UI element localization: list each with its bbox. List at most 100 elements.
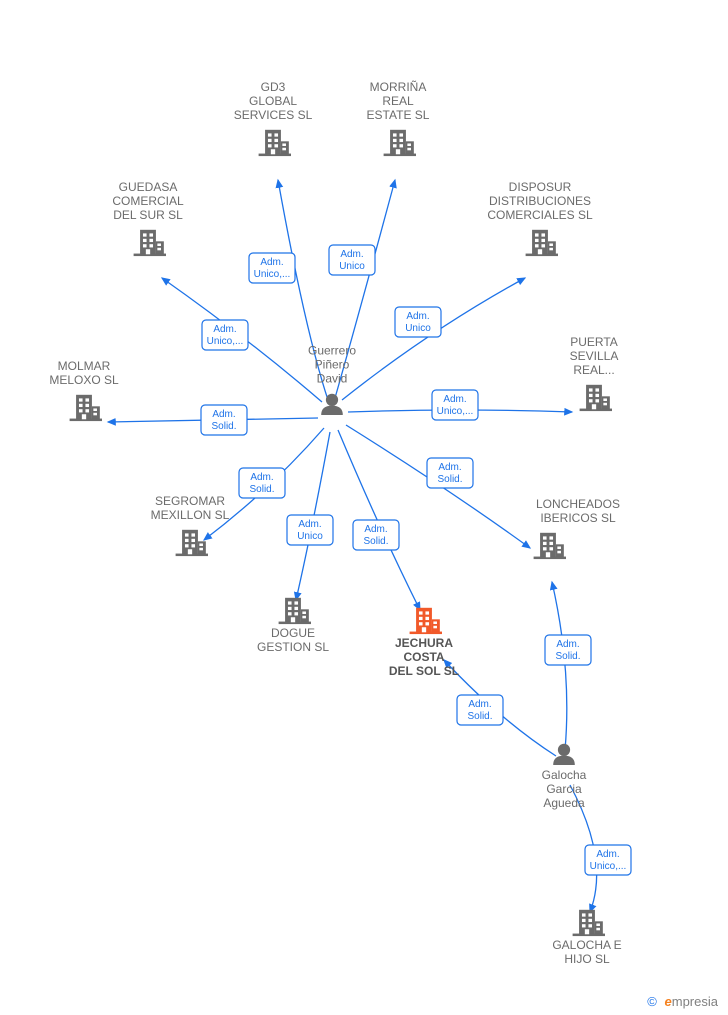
building-icon (176, 530, 208, 556)
edge-label: Adm.Unico,... (585, 845, 631, 875)
building-icon (134, 230, 166, 256)
edge-label: Adm.Solid. (427, 458, 473, 488)
svg-text:Adm.: Adm. (443, 394, 466, 405)
node-label: PUERTA (570, 335, 618, 349)
brand-initial: e (665, 994, 672, 1009)
building-icon (410, 608, 442, 634)
company-node-gd3[interactable]: GD3GLOBALSERVICES SL (234, 80, 313, 156)
company-node-dogue[interactable]: DOGUEGESTION SL (257, 598, 329, 654)
edge-label: Adm.Unico (329, 245, 375, 275)
node-label: SEGROMAR (155, 494, 225, 508)
svg-text:Unico: Unico (297, 531, 323, 542)
svg-text:Adm.: Adm. (438, 462, 461, 473)
node-label: REAL... (573, 363, 614, 377)
node-label: GLOBAL (249, 94, 297, 108)
copyright-symbol: © (647, 994, 657, 1009)
svg-text:Unico: Unico (339, 261, 365, 272)
company-node-morrina[interactable]: MORRIÑAREALESTATE SL (367, 80, 430, 156)
building-icon (384, 130, 416, 156)
svg-text:Adm.: Adm. (364, 524, 387, 535)
person-icon (321, 394, 343, 415)
svg-text:Adm.: Adm. (468, 699, 491, 710)
edge-label: Adm.Unico,... (202, 320, 248, 350)
svg-text:Solid.: Solid. (363, 536, 388, 547)
edge-label: Adm.Solid. (201, 405, 247, 435)
node-label: LONCHEADOS (536, 497, 620, 511)
node-label: Galocha (542, 768, 587, 782)
node-label: ESTATE SL (367, 108, 430, 122)
company-node-loncheados[interactable]: LONCHEADOSIBERICOS SL (534, 497, 620, 559)
svg-text:Unico: Unico (405, 323, 431, 334)
company-node-puerta[interactable]: PUERTASEVILLAREAL... (570, 335, 619, 411)
svg-text:Adm.: Adm. (213, 324, 236, 335)
node-label: Agueda (543, 796, 585, 810)
node-label: GD3 (261, 80, 286, 94)
svg-text:Adm.: Adm. (406, 311, 429, 322)
node-label: MOLMAR (58, 359, 111, 373)
node-label: MORRIÑA (370, 80, 427, 94)
node-label: JECHURA (395, 636, 453, 650)
node-label: Garcia (546, 782, 582, 796)
svg-text:Adm.: Adm. (596, 849, 619, 860)
company-node-segromar[interactable]: SEGROMARMEXILLON SL (151, 494, 230, 556)
edge-label: Adm.Unico (287, 515, 333, 545)
node-label: GUEDASA (119, 180, 178, 194)
svg-text:Unico,...: Unico,... (437, 406, 474, 417)
footer-credit: © empresia (647, 994, 718, 1009)
node-label: REAL (382, 94, 414, 108)
svg-text:Solid.: Solid. (437, 474, 462, 485)
company-node-disposur[interactable]: DISPOSURDISTRIBUCIONESCOMERCIALES SL (487, 180, 593, 256)
node-label: GESTION SL (257, 640, 329, 654)
company-node-molmar[interactable]: MOLMARMELOXO SL (49, 359, 119, 421)
svg-text:Adm.: Adm. (556, 639, 579, 650)
svg-text:Adm.: Adm. (340, 249, 363, 260)
company-node-galochahijo[interactable]: GALOCHA EHIJO SL (552, 910, 621, 966)
network-diagram: GD3GLOBALSERVICES SL MORRIÑAREALESTATE SL… (0, 0, 728, 1015)
node-label: GALOCHA E (552, 938, 621, 952)
building-icon (70, 395, 102, 421)
building-icon (259, 130, 291, 156)
svg-text:Solid.: Solid. (467, 711, 492, 722)
company-node-jechura[interactable]: JECHURACOSTADEL SOL SL (389, 608, 459, 678)
svg-text:Adm.: Adm. (250, 472, 273, 483)
node-label: DEL SOL SL (389, 664, 459, 678)
edge-label: Adm.Unico (395, 307, 441, 337)
building-icon (534, 533, 566, 559)
node-label: COMERCIALES SL (487, 208, 593, 222)
edge-guerrero-disposur (342, 278, 525, 400)
building-icon (279, 598, 311, 624)
node-label: DOGUE (271, 626, 315, 640)
node-label: Piñero (315, 358, 350, 372)
brand-rest: mpresia (672, 994, 718, 1009)
node-label: David (317, 372, 348, 386)
edge-label: Adm.Unico,... (249, 253, 295, 283)
edge-label: Adm.Solid. (457, 695, 503, 725)
person-node-guerrero[interactable]: GuerreroPiñeroDavid (308, 344, 356, 415)
edge-label: Adm.Solid. (545, 635, 591, 665)
node-label: HIJO SL (564, 952, 610, 966)
svg-text:Unico,...: Unico,... (254, 269, 291, 280)
node-label: COMERCIAL (112, 194, 184, 208)
svg-text:Unico,...: Unico,... (207, 336, 244, 347)
svg-text:Solid.: Solid. (555, 651, 580, 662)
svg-text:Adm.: Adm. (212, 409, 235, 420)
svg-text:Adm.: Adm. (298, 519, 321, 530)
svg-text:Solid.: Solid. (249, 484, 274, 495)
node-label: DEL SUR SL (113, 208, 183, 222)
person-icon (553, 744, 575, 765)
svg-text:Unico,...: Unico,... (590, 861, 627, 872)
edge-label: Adm.Unico,... (432, 390, 478, 420)
node-label: IBERICOS SL (540, 511, 616, 525)
building-icon (573, 910, 605, 936)
node-label: Guerrero (308, 344, 356, 358)
building-icon (526, 230, 558, 256)
node-label: MELOXO SL (49, 373, 119, 387)
node-label: SERVICES SL (234, 108, 313, 122)
node-label: COSTA (403, 650, 444, 664)
node-label: MEXILLON SL (151, 508, 230, 522)
person-node-galocha[interactable]: GalochaGarciaAgueda (542, 744, 587, 810)
svg-text:Adm.: Adm. (260, 257, 283, 268)
company-node-guedasa[interactable]: GUEDASACOMERCIALDEL SUR SL (112, 180, 184, 256)
node-label: DISPOSUR (509, 180, 572, 194)
svg-text:Solid.: Solid. (211, 421, 236, 432)
